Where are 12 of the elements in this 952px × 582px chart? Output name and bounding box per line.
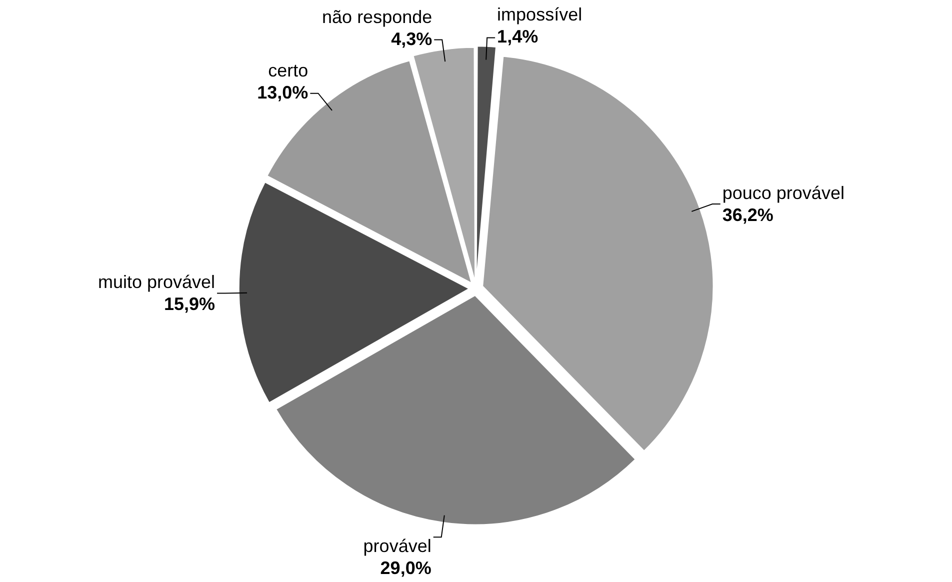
data-label: 1,4% bbox=[497, 26, 538, 47]
data-label: 15,9% bbox=[164, 294, 216, 314]
slice-label: não responde bbox=[322, 6, 432, 27]
data-label: 4,3% bbox=[391, 28, 432, 49]
data-label: 13,0% bbox=[257, 82, 308, 102]
slice-label: pouco provável bbox=[722, 183, 844, 204]
slice-label: impossível bbox=[497, 4, 582, 25]
slice-label: provável bbox=[363, 536, 432, 556]
data-label: 29,0% bbox=[380, 558, 432, 578]
slice-label: muito provável bbox=[98, 272, 216, 292]
slice-label: certo bbox=[268, 60, 308, 80]
data-label: 36,2% bbox=[722, 205, 774, 226]
